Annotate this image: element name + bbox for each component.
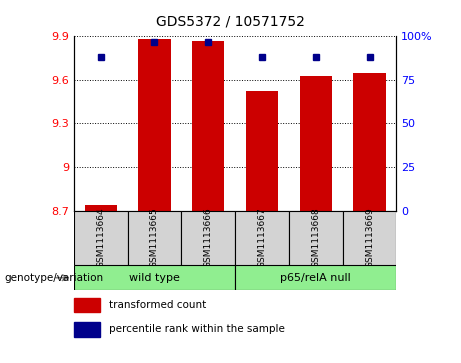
Text: wild type: wild type bbox=[129, 273, 180, 283]
Bar bbox=[128, 211, 181, 265]
Bar bbox=[246, 91, 278, 211]
Bar bbox=[181, 211, 235, 265]
Bar bbox=[235, 211, 289, 265]
Text: GSM1113667: GSM1113667 bbox=[258, 207, 266, 268]
Text: GSM1113664: GSM1113664 bbox=[96, 207, 105, 268]
Text: GSM1113666: GSM1113666 bbox=[204, 207, 213, 268]
Text: transformed count: transformed count bbox=[109, 300, 207, 310]
Bar bbox=[235, 265, 396, 290]
Bar bbox=[138, 39, 171, 211]
Text: GSM1113669: GSM1113669 bbox=[365, 207, 374, 268]
Text: GSM1113668: GSM1113668 bbox=[311, 207, 320, 268]
Bar bbox=[74, 265, 235, 290]
Bar bbox=[74, 298, 100, 312]
Bar bbox=[289, 211, 343, 265]
Text: GDS5372 / 10571752: GDS5372 / 10571752 bbox=[156, 15, 305, 29]
Bar bbox=[74, 322, 100, 337]
Bar bbox=[354, 73, 386, 211]
Bar bbox=[343, 211, 396, 265]
Bar bbox=[74, 211, 128, 265]
Text: p65/relA null: p65/relA null bbox=[280, 273, 351, 283]
Text: GSM1113665: GSM1113665 bbox=[150, 207, 159, 268]
Bar bbox=[192, 41, 225, 211]
Bar bbox=[300, 76, 332, 211]
Text: percentile rank within the sample: percentile rank within the sample bbox=[109, 325, 285, 334]
Text: genotype/variation: genotype/variation bbox=[5, 273, 104, 283]
Bar bbox=[84, 205, 117, 211]
